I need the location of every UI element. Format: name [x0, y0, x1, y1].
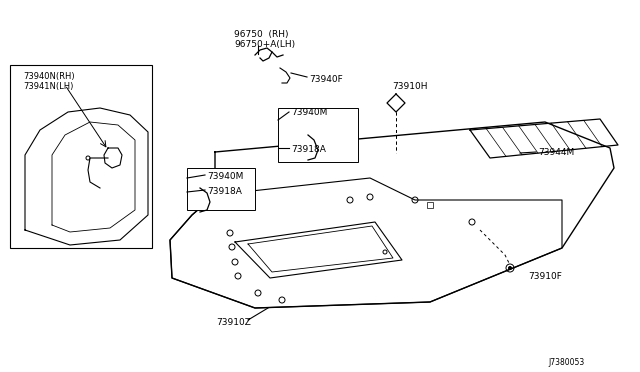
Text: 73918A: 73918A: [291, 145, 326, 154]
Text: 73910H: 73910H: [392, 82, 428, 91]
Text: 73944M: 73944M: [538, 148, 574, 157]
Text: 73940N(RH): 73940N(RH): [23, 72, 75, 81]
Bar: [278, 108, 358, 162]
Text: 73940M: 73940M: [291, 108, 328, 117]
Text: 73918A: 73918A: [207, 187, 242, 196]
Bar: [187, 168, 255, 210]
Text: J7380053: J7380053: [548, 358, 584, 367]
Text: 73910Z: 73910Z: [216, 318, 251, 327]
Text: 73910F: 73910F: [528, 272, 562, 281]
Bar: [10, 65, 152, 248]
Bar: [427, 202, 433, 208]
Text: 96750+A(LH): 96750+A(LH): [234, 40, 295, 49]
Text: 73940F: 73940F: [309, 75, 343, 84]
Text: 73941N(LH): 73941N(LH): [23, 82, 74, 91]
Text: 73940M: 73940M: [207, 172, 243, 181]
Text: 96750  (RH): 96750 (RH): [234, 30, 289, 39]
Circle shape: [509, 266, 511, 269]
